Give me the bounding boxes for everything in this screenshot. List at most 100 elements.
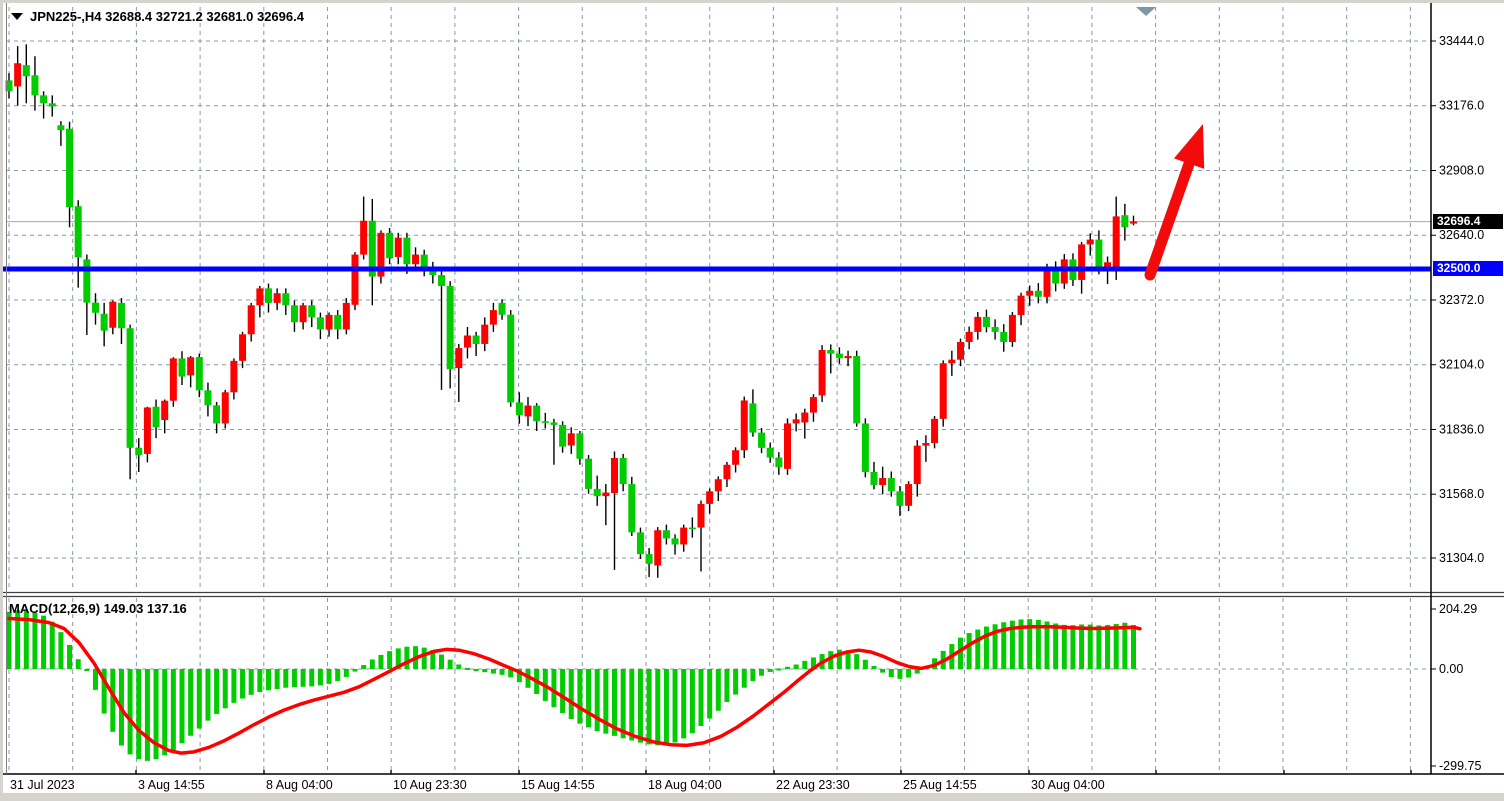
- candle-body: [489, 310, 497, 325]
- macd-histogram-bar: [1009, 620, 1015, 669]
- macd-histogram-bar: [663, 669, 669, 745]
- candle-body: [628, 484, 636, 533]
- candle-body: [913, 445, 921, 485]
- candle-body: [204, 390, 212, 406]
- candle-body: [965, 331, 973, 343]
- price-axis-label[interactable]: 33444.0: [1439, 34, 1484, 48]
- macd-signal-line: [7, 616, 1142, 755]
- macd-histogram-bar: [93, 669, 98, 690]
- candle-body: [706, 491, 714, 504]
- price-axis-label[interactable]: 32104.0: [1439, 358, 1484, 372]
- macd-histogram-bar: [689, 669, 695, 734]
- macd-histogram-bar: [862, 659, 868, 669]
- time-axis-label[interactable]: 8 Aug 04:00: [266, 778, 333, 792]
- candle-body: [403, 237, 411, 265]
- candle-body: [671, 538, 679, 545]
- macd-histogram-bar: [1105, 625, 1111, 669]
- macd-axis-label[interactable]: -299.75: [1439, 759, 1481, 773]
- time-axis-label[interactable]: 3 Aug 14:55: [138, 778, 205, 792]
- candle-body: [887, 478, 895, 492]
- macd-histogram-bar: [741, 669, 747, 688]
- chart-shift-marker[interactable]: [1136, 7, 1156, 16]
- macd-histogram-bar: [715, 669, 721, 711]
- candle-body: [792, 419, 800, 424]
- time-axis-label[interactable]: 25 Aug 14:55: [903, 778, 977, 792]
- macd-histogram-bar: [404, 646, 410, 669]
- macd-histogram-bar: [793, 664, 799, 669]
- macd-histogram-bar: [906, 669, 912, 678]
- macd-histogram-bar: [58, 632, 64, 669]
- time-axis-label[interactable]: 10 Aug 23:30: [393, 778, 467, 792]
- price-axis-label[interactable]: 31304.0: [1439, 551, 1484, 565]
- time-axis-label[interactable]: 30 Aug 04:00: [1031, 778, 1105, 792]
- time-axis-label[interactable]: 15 Aug 14:55: [521, 778, 595, 792]
- macd-histogram-bar: [759, 669, 765, 676]
- candle-body: [740, 400, 748, 451]
- price-axis-label[interactable]: 31568.0: [1439, 487, 1484, 501]
- macd-histogram-bar: [888, 669, 894, 678]
- chart-canvas[interactable]: 33444.0 33176.0 32908.0 32640.0 32372.0 32104…: [3, 3, 1504, 801]
- candle-body: [187, 357, 195, 376]
- macd-axis-label[interactable]: 204.29: [1439, 602, 1477, 616]
- macd-histogram-bar: [975, 629, 981, 669]
- macd-histogram-bar: [586, 669, 592, 728]
- macd-histogram-bar: [127, 669, 133, 755]
- macd-histogram-bar: [707, 669, 713, 719]
- macd-histogram-bar: [983, 626, 989, 669]
- macd-histogram-bar: [387, 651, 393, 669]
- macd-histogram-bar: [231, 669, 237, 703]
- candle-body: [498, 302, 506, 315]
- candle-body: [507, 314, 515, 403]
- candle-body: [273, 293, 281, 303]
- price-axis-label[interactable]: 32372.0: [1439, 293, 1484, 307]
- macd-histogram-bar: [222, 669, 228, 709]
- trend-arrow-shaft[interactable]: [1144, 152, 1197, 281]
- candle-body: [662, 530, 670, 539]
- candle-body: [827, 349, 835, 354]
- macd-histogram-bar: [1061, 624, 1067, 669]
- candle-body: [680, 527, 688, 545]
- macd-histogram-bar: [343, 669, 349, 677]
- hline-price-tag: 32500.0: [1433, 261, 1503, 277]
- candle-body: [135, 447, 143, 456]
- current-price-tag: 32696.4: [1433, 213, 1503, 229]
- macd-histogram-bar: [594, 669, 600, 732]
- macd-histogram-bar: [6, 611, 12, 669]
- candle-body: [1112, 216, 1120, 267]
- candle-body: [334, 314, 342, 330]
- macd-histogram-bar: [266, 669, 271, 691]
- candle-body: [290, 305, 298, 323]
- trend-arrow-head[interactable]: [1173, 124, 1205, 169]
- macd-histogram-bar: [1018, 619, 1024, 669]
- candle-body: [169, 358, 177, 401]
- candle-body: [576, 433, 584, 459]
- macd-axis-label[interactable]: 0.00: [1439, 662, 1463, 676]
- macd-histogram-bar: [274, 669, 280, 690]
- candle-body: [766, 447, 774, 458]
- time-axis-label[interactable]: 18 Aug 04:00: [648, 778, 722, 792]
- panel-separator[interactable]: [3, 591, 1431, 598]
- macd-histogram-bar: [456, 664, 462, 669]
- macd-histogram-bar: [214, 669, 220, 714]
- candle-body: [1000, 331, 1008, 343]
- candle-body: [515, 402, 523, 416]
- macd-histogram-bar: [914, 669, 920, 674]
- symbol-dropdown-icon[interactable]: [11, 13, 23, 20]
- macd-histogram-bar: [1079, 624, 1085, 669]
- candle-body: [5, 80, 13, 92]
- price-axis-label[interactable]: 32908.0: [1439, 163, 1484, 177]
- price-axis-label[interactable]: 31836.0: [1439, 422, 1484, 436]
- candle-body: [974, 316, 982, 332]
- macd-histogram-bar: [291, 669, 297, 688]
- macd-histogram-bar: [439, 654, 444, 669]
- candle-body: [922, 443, 930, 446]
- candle-body: [178, 358, 186, 377]
- candle-body: [429, 269, 437, 276]
- time-axis-label[interactable]: 31 Jul 2023: [10, 778, 75, 792]
- price-axis-label[interactable]: 33176.0: [1439, 99, 1484, 113]
- price-axis-label[interactable]: 32640.0: [1439, 228, 1484, 242]
- macd-histogram-bar: [162, 669, 168, 756]
- candle-body: [636, 532, 644, 555]
- time-axis-label[interactable]: 22 Aug 23:30: [776, 778, 850, 792]
- macd-histogram-bar: [724, 669, 730, 703]
